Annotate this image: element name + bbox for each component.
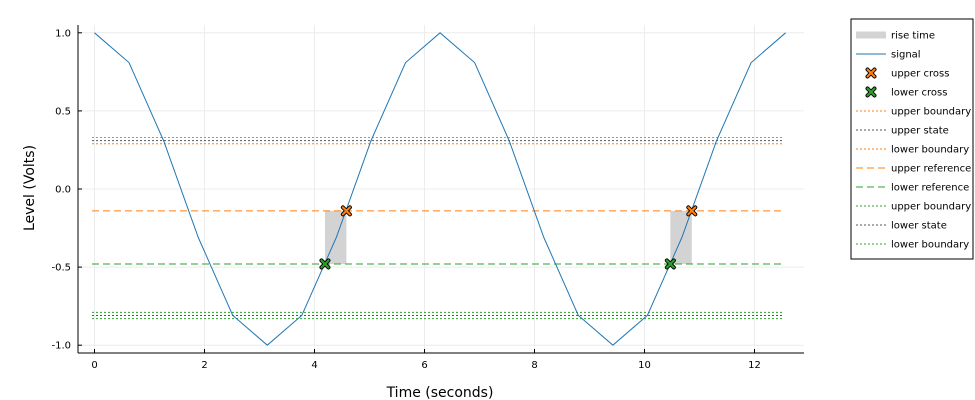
y-axis-label: Level (Volts) xyxy=(22,145,38,231)
grid xyxy=(78,25,804,353)
y-tick-label: -1.0 xyxy=(51,341,71,352)
legend-label: upper reference xyxy=(891,164,971,175)
legend-marker-upper-cross xyxy=(865,67,877,79)
y-tick-label: 0.5 xyxy=(55,106,71,117)
x-tick-label: 0 xyxy=(91,360,97,371)
legend-label: lower boundary xyxy=(891,145,969,156)
cross-markers xyxy=(319,205,698,270)
legend: rise time signal upper cross lower cross upp… xyxy=(850,18,974,260)
x-tick-label: 12 xyxy=(748,360,761,371)
legend-swatch-rise-time xyxy=(856,31,886,39)
legend-label: signal xyxy=(891,50,921,61)
y-tick-label: 1.0 xyxy=(55,28,71,39)
lower-cross-marker xyxy=(319,258,331,270)
legend-label: upper boundary xyxy=(891,202,971,213)
legend-label: lower state xyxy=(891,221,947,232)
y-tick-label: -0.5 xyxy=(51,263,71,274)
legend-label: lower cross xyxy=(891,88,947,99)
legend-label: lower reference xyxy=(891,183,969,194)
reference-lines xyxy=(92,136,784,320)
x-axis-label: Time (seconds) xyxy=(386,385,494,400)
x-tick-label: 8 xyxy=(531,360,537,371)
ticks: 0 2 4 6 8 10 12 1.0 0.5 0.0 -0.5 -1.0 xyxy=(51,28,760,371)
upper-cross-marker xyxy=(340,205,352,217)
y-tick-label: 0.0 xyxy=(55,185,71,196)
x-tick-label: 6 xyxy=(421,360,427,371)
legend-label: upper cross xyxy=(891,69,949,80)
legend-box xyxy=(850,18,974,260)
lower-cross-marker xyxy=(664,258,676,270)
legend-label: upper state xyxy=(891,126,949,137)
upper-cross-marker xyxy=(686,205,698,217)
rise-time-regions xyxy=(324,210,692,264)
legend-marker-lower-cross xyxy=(865,86,877,98)
legend-label: upper boundary xyxy=(891,107,971,118)
legend-label: rise time xyxy=(891,31,935,42)
legend-label: lower boundary xyxy=(891,240,969,251)
x-tick-label: 10 xyxy=(638,360,651,371)
x-tick-label: 2 xyxy=(201,360,207,371)
x-tick-label: 4 xyxy=(311,360,317,371)
